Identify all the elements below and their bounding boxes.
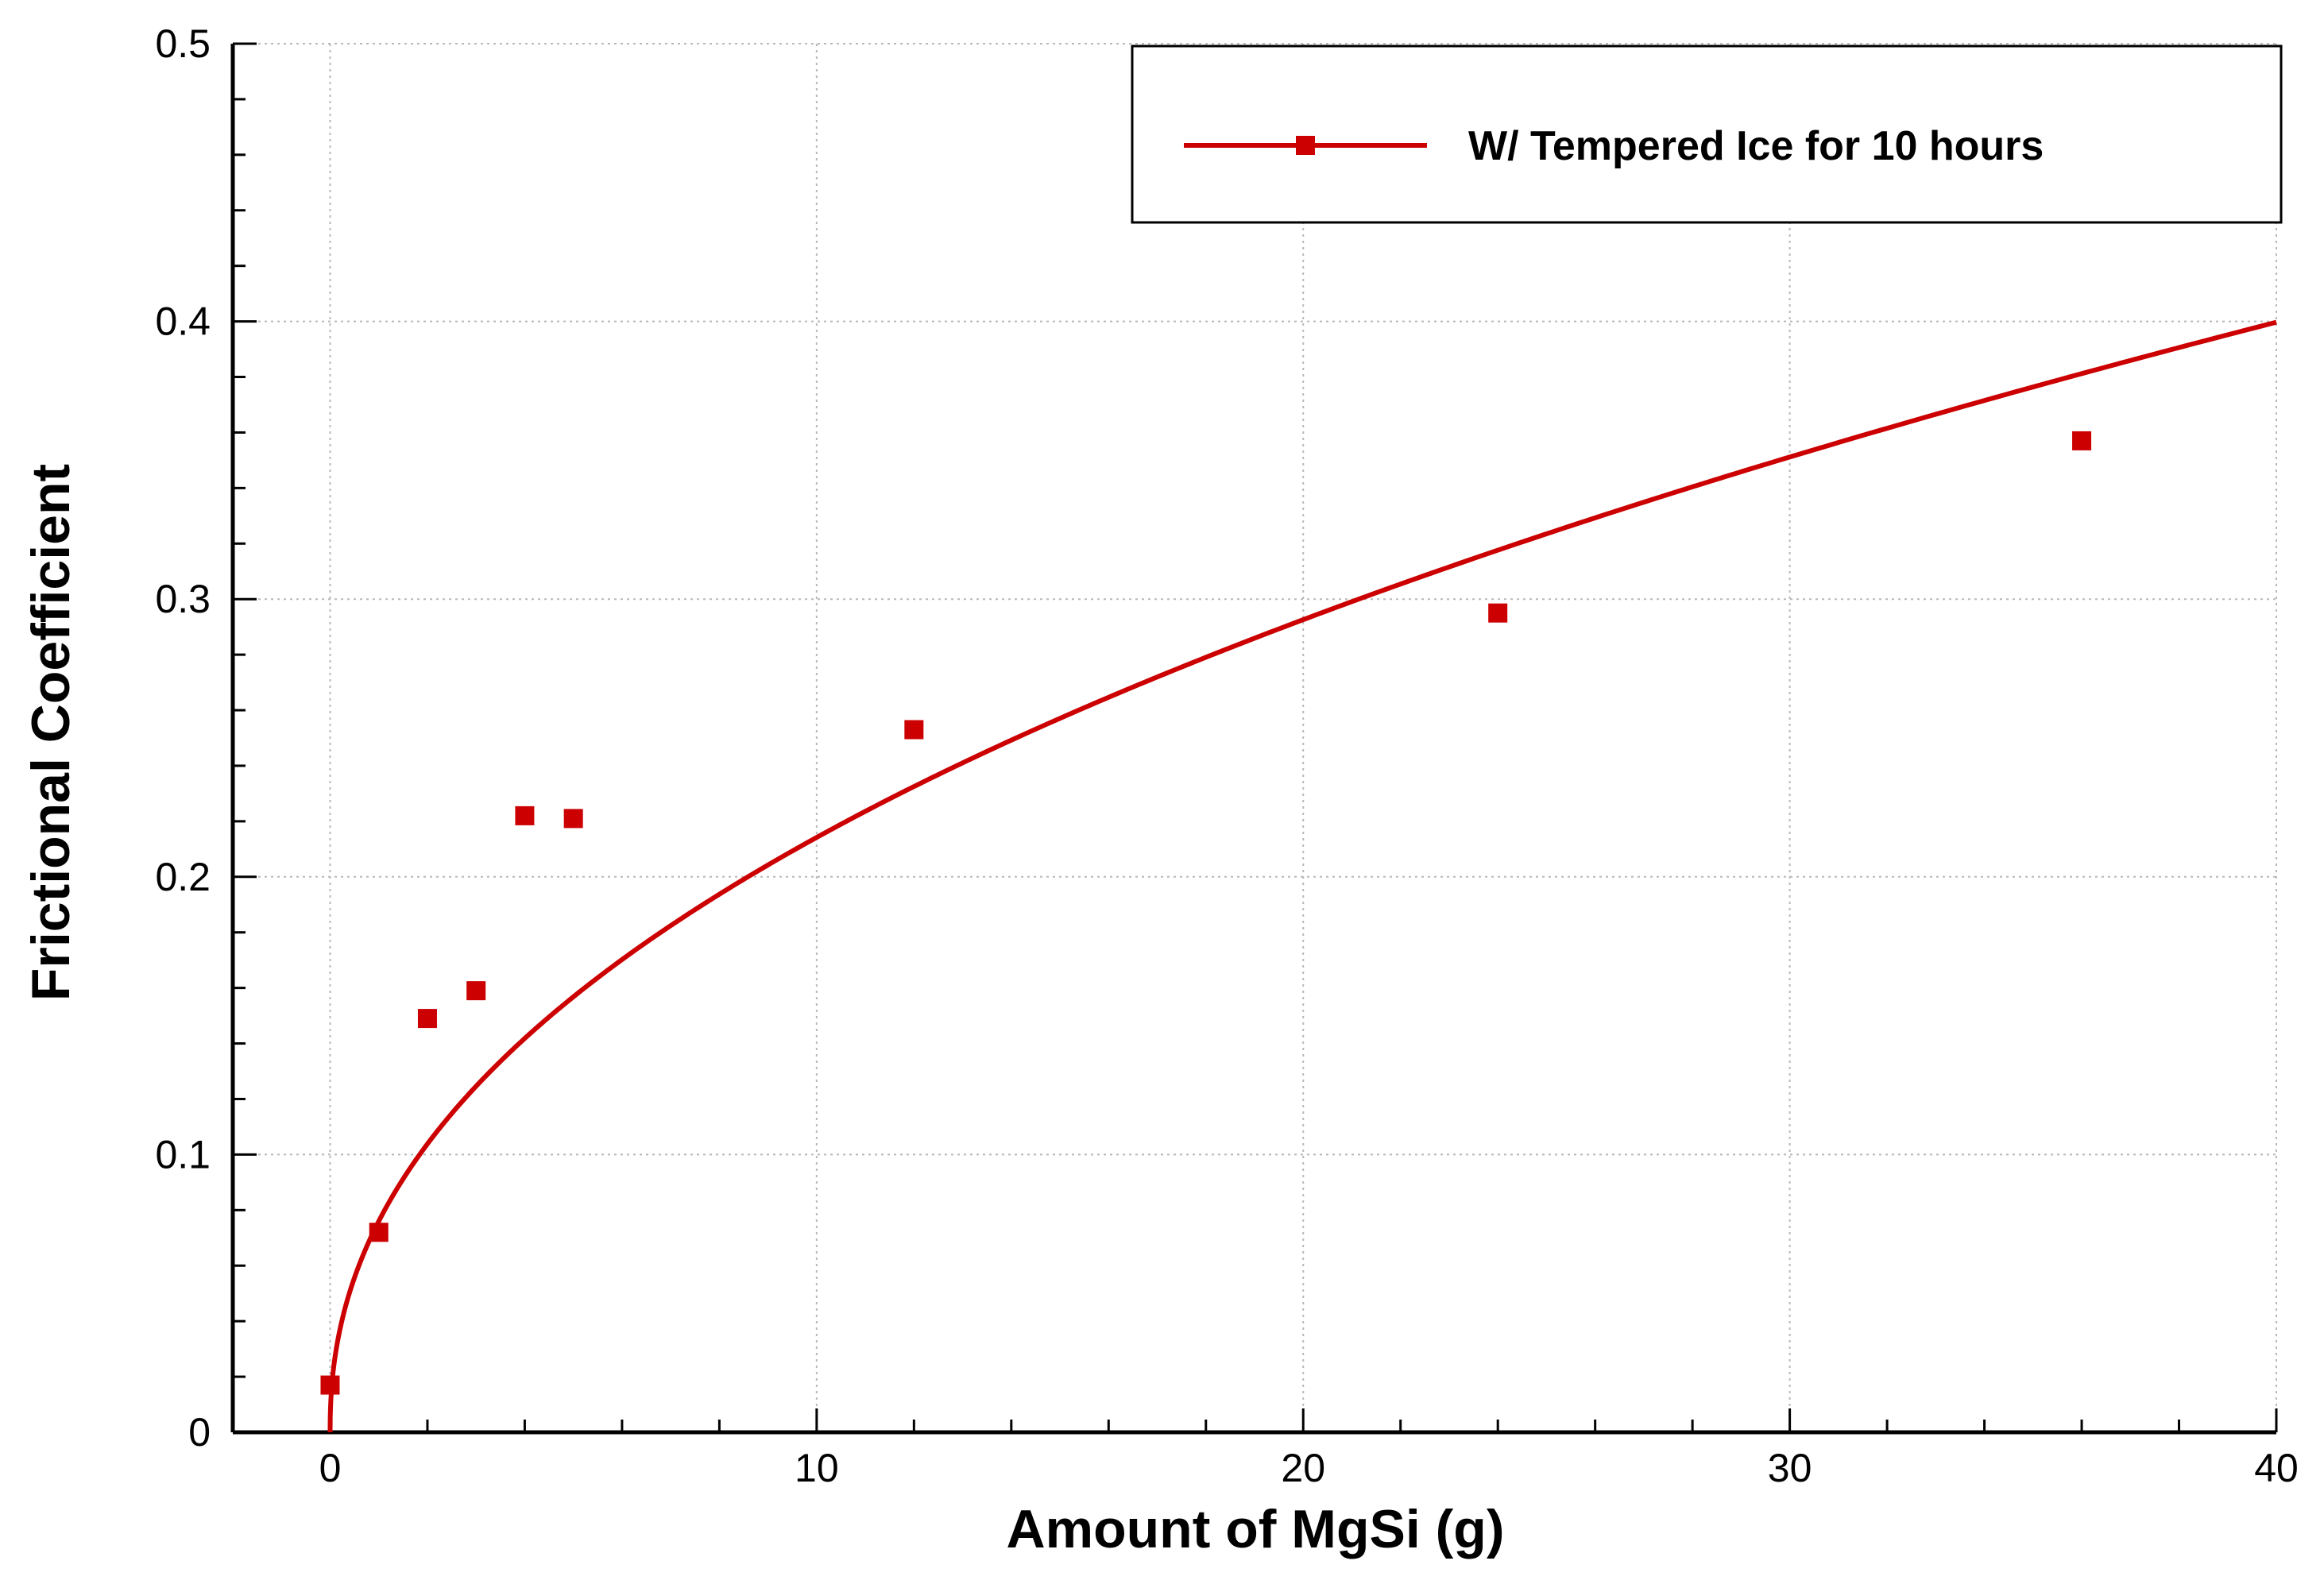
data-point [369,1223,389,1242]
fit-curve-layer [327,319,2277,1433]
tick-labels: 0 10 20 30 40 0 0.1 0.2 0.3 0.4 0.5 [155,21,2298,1490]
y-tick-label: 0.3 [155,577,211,621]
fit-curve [327,319,2277,1433]
data-point [320,1375,340,1395]
y-tick-label: 0.2 [155,855,211,899]
y-axis-title: Frictional Coefficient [21,464,81,1001]
y-tick-label: 0.1 [155,1132,211,1176]
y-tick-label: 0.4 [155,299,211,344]
x-tick-label: 10 [795,1446,839,1490]
x-tick-label: 20 [1281,1446,1325,1490]
data-point [1488,603,1508,623]
axes [230,44,2276,1435]
x-tick-label: 40 [2254,1446,2299,1490]
legend-marker-swatch [1296,136,1315,155]
axis-ticks [231,42,2278,1434]
x-axis-title: Amount of MgSi (g) [1007,1499,1505,1559]
y-tick-label: 0 [188,1410,211,1455]
y-tick-label: 0.5 [155,21,211,66]
data-point [417,1009,437,1029]
legend-box [1131,44,2283,224]
x-tick-label: 30 [1768,1446,1812,1490]
legend-label: W/ Tempered Ice for 10 hours [1468,123,2044,169]
data-point [466,981,486,1001]
legend: W/ Tempered Ice for 10 hours [1131,44,2283,224]
data-points [320,431,2092,1395]
data-point [904,720,924,740]
data-point [2072,431,2092,450]
grid-lines [233,43,2277,1432]
data-point [515,806,535,825]
data-point [563,809,583,829]
x-tick-label: 0 [319,1446,342,1490]
